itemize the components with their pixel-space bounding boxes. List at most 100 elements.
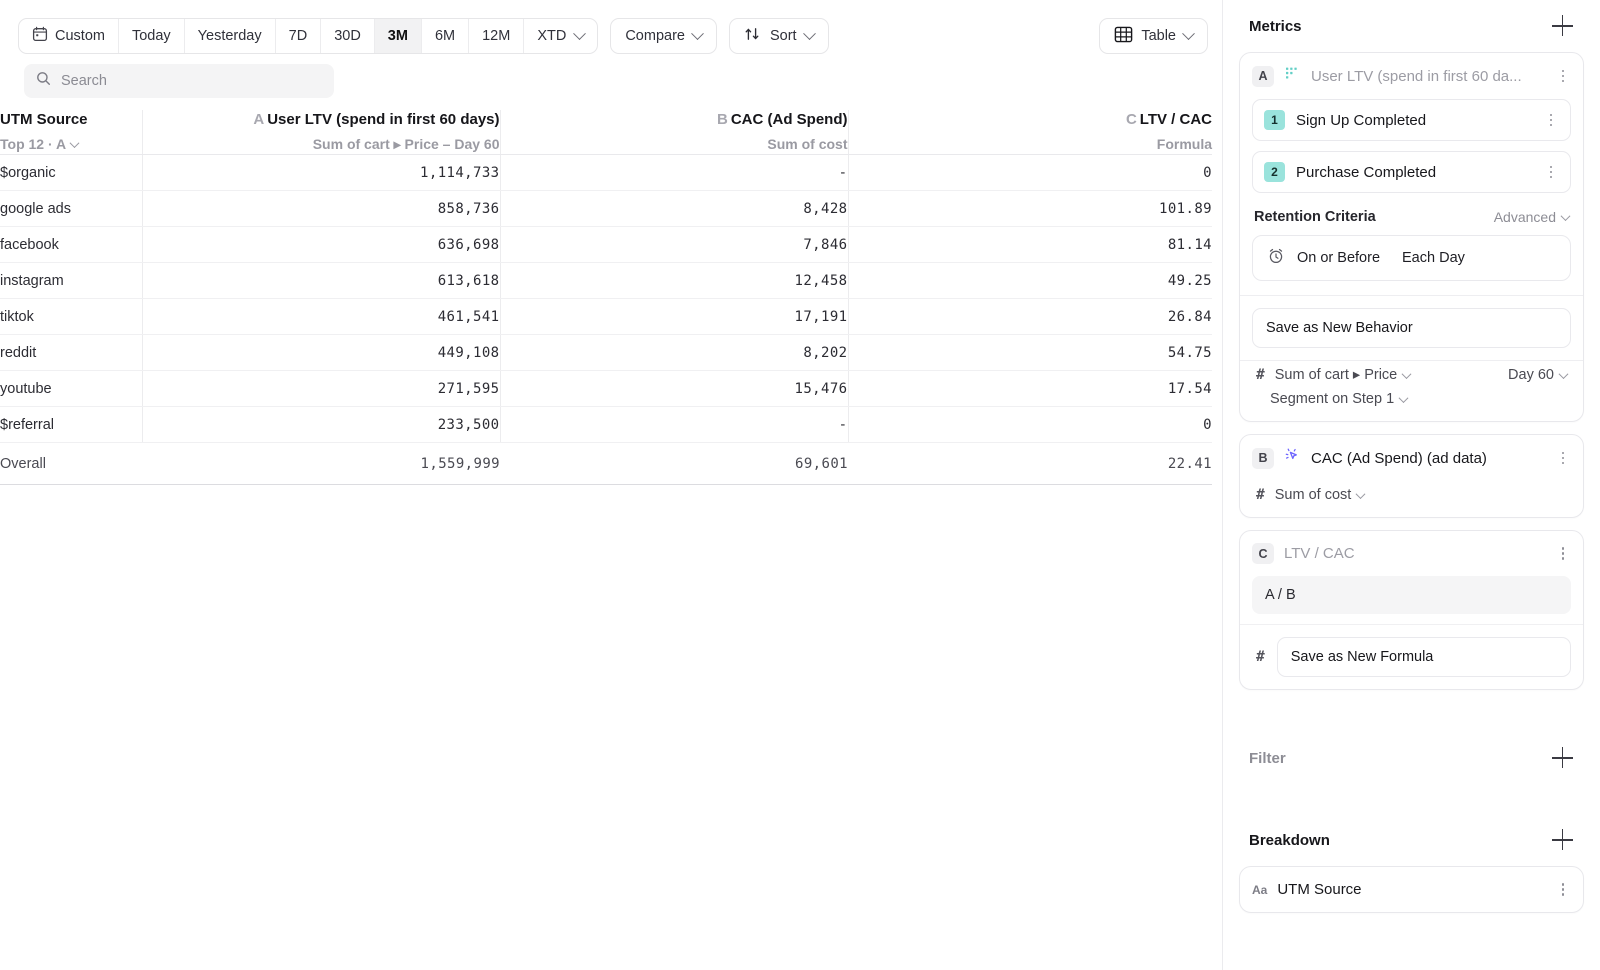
date-preset-yesterday[interactable]: Yesterday	[185, 19, 276, 53]
metric-a-step-2[interactable]: 2 Purchase Completed	[1252, 151, 1571, 193]
column-subtitle: Sum of cart ▸ Price – Day 60	[313, 134, 500, 154]
calendar-icon	[32, 26, 48, 46]
step-label: Purchase Completed	[1296, 163, 1437, 181]
breakdown-item-menu-icon[interactable]	[1555, 881, 1571, 899]
date-preset-label: XTD	[537, 28, 567, 44]
metric-b-measure-selector[interactable]: Sum of cost	[1275, 487, 1366, 503]
date-preset-label: 7D	[288, 28, 308, 44]
metric-a-measure-selector[interactable]: Sum of cart ▸ Price	[1275, 367, 1412, 383]
search-box[interactable]	[24, 64, 334, 98]
results-table-container: UTM Source Top 12 · A A User LTV (spend i…	[0, 98, 1222, 485]
table-row[interactable]: google ads 858,736 8,428 101.89	[0, 190, 1212, 227]
metric-c-formula-input[interactable]: A / B	[1252, 576, 1571, 614]
alarm-clock-icon	[1267, 247, 1285, 269]
date-preset-7d[interactable]: 7D	[276, 19, 322, 53]
metric-b-menu-icon[interactable]	[1555, 449, 1571, 467]
breakdown-section-header: Breakdown	[1239, 814, 1584, 866]
chevron-down-icon	[1560, 210, 1571, 221]
sort-button[interactable]: Sort	[728, 18, 829, 54]
date-preset-label: Custom	[55, 28, 105, 44]
date-preset-label: 30D	[334, 28, 361, 44]
date-preset-today[interactable]: Today	[119, 19, 185, 53]
compare-button[interactable]: Compare	[610, 18, 717, 54]
chevron-down-icon	[573, 26, 587, 40]
save-formula-label: Save as New Formula	[1290, 649, 1434, 665]
main-content: Custom Today Yesterday 7D 30D 3M	[0, 18, 1222, 485]
column-title-text: CAC (Ad Spend)	[730, 111, 848, 128]
results-table: UTM Source Top 12 · A A User LTV (spend i…	[0, 110, 1212, 485]
table-grid-icon	[1114, 25, 1133, 48]
retention-criteria-header: Retention Criteria Advanced	[1240, 203, 1583, 235]
metric-a-step-1[interactable]: 1 Sign Up Completed	[1252, 99, 1571, 141]
column-header-metric-a[interactable]: A User LTV (spend in first 60 days) Sum o…	[141, 110, 500, 155]
column-header-metric-c[interactable]: C LTV / CAC Formula	[847, 110, 1212, 155]
date-preset-custom[interactable]: Custom	[19, 19, 119, 53]
metric-letter-badge: A	[1252, 65, 1274, 87]
date-preset-3m[interactable]: 3M	[374, 19, 422, 53]
search-icon	[36, 71, 51, 91]
date-preset-6m[interactable]: 6M	[422, 19, 470, 53]
table-row[interactable]: tiktok 461,541 17,191 26.84	[0, 298, 1212, 335]
add-metric-button[interactable]	[1552, 15, 1574, 37]
metric-b-name: CAC (Ad Spend) (ad data)	[1311, 449, 1487, 467]
table-row-overall: Overall 1,559,999 69,601 22.41	[0, 442, 1212, 485]
table-row[interactable]: reddit 449,108 8,202 54.75	[0, 334, 1212, 371]
table-row[interactable]: $organic 1,114,733 - 0	[0, 154, 1212, 191]
column-subtitle[interactable]: Top 12 · A	[0, 134, 80, 154]
metric-a-segment-row: Segment on Step 1	[1240, 385, 1583, 421]
table-row[interactable]: instagram 613,618 12,458 49.25	[0, 262, 1212, 299]
save-as-new-formula-input[interactable]: Save as New Formula	[1276, 637, 1571, 677]
cell-metric-a-overall: 1,559,999	[142, 442, 500, 485]
column-header-metric-b[interactable]: B CAC (Ad Spend) Sum of cost	[499, 110, 848, 155]
table-row[interactable]: $referral 233,500 - 0	[0, 406, 1212, 443]
cell-metric-c: 0	[847, 154, 1212, 191]
retention-mode-selector[interactable]: Advanced	[1493, 209, 1571, 225]
column-subtitle-text: Sum of cart ▸ Price – Day 60	[312, 136, 500, 152]
chevron-down-icon	[802, 26, 816, 40]
metric-a-day-selector[interactable]: Day 60	[1508, 367, 1569, 383]
step-number-badge: 2	[1264, 162, 1285, 182]
measure-group: # Sum of cart ▸ Price	[1256, 367, 1412, 383]
step-menu-icon[interactable]	[1543, 163, 1559, 181]
column-letter: B	[717, 111, 728, 128]
metric-a-divider	[1240, 295, 1583, 296]
table-row[interactable]: facebook 636,698 7,846 81.14	[0, 226, 1212, 263]
save-as-new-behavior-input[interactable]: Save as New Behavior	[1252, 308, 1571, 348]
retention-criteria-row[interactable]: On or Before Each Day	[1252, 235, 1571, 281]
metric-b-header[interactable]: B CAC (Ad Spend) (ad data)	[1240, 435, 1583, 481]
column-subtitle-text: Top 12 · A	[0, 136, 67, 152]
date-preset-xtd[interactable]: XTD	[524, 19, 597, 53]
date-preset-30d[interactable]: 30D	[321, 19, 375, 53]
metric-a-menu-icon[interactable]	[1555, 67, 1571, 85]
sort-label: Sort	[769, 28, 797, 44]
compare-label: Compare	[625, 28, 685, 44]
retention-mode-label: Advanced	[1493, 209, 1556, 225]
metric-card-b: B CAC (Ad Spend) (ad data) # Sum of cost	[1239, 434, 1584, 518]
add-breakdown-button[interactable]	[1552, 829, 1574, 851]
cell-metric-a: 233,500	[141, 406, 500, 443]
breakdown-item-utm-source[interactable]: Aa UTM Source	[1240, 867, 1583, 912]
metric-a-header[interactable]: A User LTV (spend in first 60 da...	[1240, 53, 1583, 99]
cell-metric-a: 636,698	[141, 226, 500, 263]
column-title: UTM Source	[0, 111, 88, 128]
cell-metric-b-overall: 69,601	[500, 442, 848, 485]
filter-section-header: Filter	[1239, 732, 1584, 784]
column-subtitle: Sum of cost	[767, 134, 847, 154]
date-preset-12m[interactable]: 12M	[469, 19, 525, 53]
search-input[interactable]	[61, 73, 322, 89]
metric-a-day-label: Day 60	[1508, 367, 1554, 383]
add-filter-button[interactable]	[1552, 747, 1574, 769]
table-head: UTM Source Top 12 · A A User LTV (spend i…	[0, 110, 1212, 155]
table-row[interactable]: youtube 271,595 15,476 17.54	[0, 370, 1212, 407]
step-menu-icon[interactable]	[1543, 111, 1559, 129]
sort-icon	[744, 26, 762, 46]
metric-c-menu-icon[interactable]	[1555, 545, 1571, 563]
view-type-button[interactable]: Table	[1099, 18, 1208, 54]
column-header-utm-source[interactable]: UTM Source Top 12 · A	[0, 110, 142, 155]
metric-c-header[interactable]: C LTV / CAC	[1240, 531, 1583, 572]
number-hash-icon: #	[1256, 649, 1265, 665]
column-title: C LTV / CAC	[849, 110, 1212, 130]
metric-a-segment-selector[interactable]: Segment on Step 1	[1270, 391, 1409, 407]
date-range-segmented-control[interactable]: Custom Today Yesterday 7D 30D 3M	[18, 18, 599, 54]
